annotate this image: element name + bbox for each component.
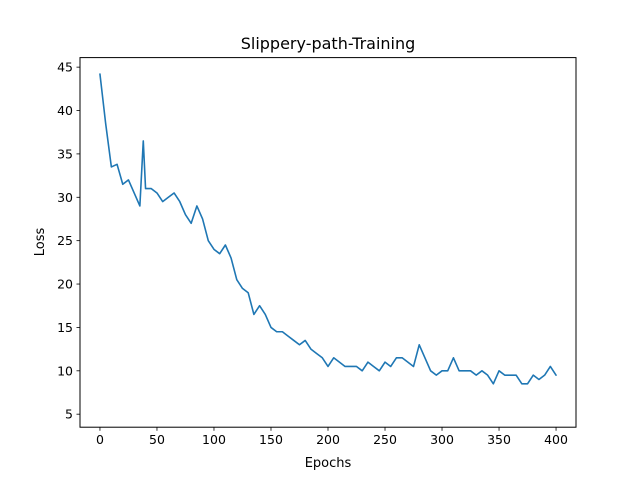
x-tick-label: 150 — [259, 432, 283, 447]
x-tick-label: 250 — [373, 432, 397, 447]
x-tick-label: 400 — [544, 432, 568, 447]
x-tick-label: 350 — [487, 432, 511, 447]
x-tick-label: 200 — [316, 432, 340, 447]
y-tick-label: 30 — [57, 190, 73, 205]
y-tick-label: 5 — [65, 407, 73, 422]
y-tick-label: 10 — [57, 363, 73, 378]
y-tick-label: 20 — [57, 277, 73, 292]
x-tick-label: 100 — [202, 432, 226, 447]
y-axis-label: Loss — [33, 228, 48, 257]
axes-frame — [79, 57, 577, 428]
x-tick-label: 0 — [96, 432, 104, 447]
y-tick-label: 15 — [57, 320, 73, 335]
chart-title: Slippery-path-Training — [241, 34, 416, 53]
y-tick-label: 25 — [57, 233, 73, 248]
y-tick-label: 35 — [57, 146, 73, 161]
x-axis: 0 50 100 150 200 250 300 350 400 — [96, 427, 568, 447]
y-axis: 5 10 15 20 25 30 35 40 45 — [57, 60, 80, 422]
y-tick-label: 40 — [57, 103, 73, 118]
x-tick-label: 300 — [430, 432, 454, 447]
series-layer — [99, 73, 557, 385]
loss-series-line — [99, 73, 557, 385]
y-tick-label: 45 — [57, 60, 73, 75]
x-tick-label: 50 — [149, 432, 165, 447]
x-axis-label: Epochs — [305, 456, 352, 471]
